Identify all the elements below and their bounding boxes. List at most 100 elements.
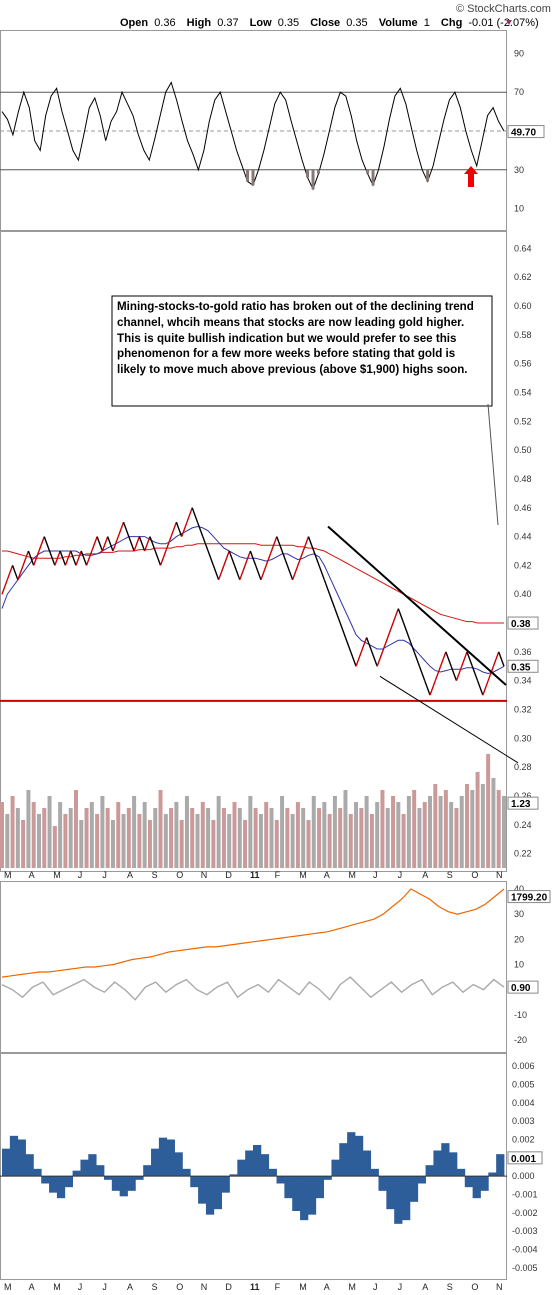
- x-axis-month-label: A: [127, 870, 133, 880]
- header-bar: © StockCharts.com Open 0.36 High 0.37 Lo…: [120, 3, 551, 29]
- volume-bar: [52, 826, 57, 868]
- volume-bar: [317, 808, 322, 868]
- price-segment: [323, 579, 331, 595]
- volume-bar: [369, 814, 374, 868]
- volume-bar: [100, 796, 105, 868]
- price-segment: [492, 651, 500, 667]
- price-segment: [270, 536, 278, 552]
- volume-bar: [412, 790, 417, 868]
- gold-panel: -20-100102030401799.200.90: [1, 884, 551, 1045]
- price-segment: [170, 521, 178, 537]
- macd-histogram-bar: [300, 1176, 309, 1221]
- rsi-ytick: 30: [514, 165, 524, 175]
- volume-bar: [216, 796, 221, 868]
- volume-bar: [95, 814, 100, 868]
- volume-bar: [21, 820, 26, 868]
- price-segment: [144, 536, 151, 552]
- close-label: Close: [310, 17, 340, 29]
- high-label: High: [187, 17, 212, 29]
- price-segment: [22, 550, 30, 566]
- volume-bar: [221, 808, 226, 868]
- price-segment: [38, 536, 45, 552]
- volume-bar: [428, 796, 433, 868]
- volume-bar: [322, 802, 327, 868]
- price-ytick: 0.50: [514, 445, 532, 455]
- x-axis-month-label: N: [496, 1282, 503, 1292]
- price-segment: [223, 550, 230, 566]
- volume-bar: [110, 820, 115, 868]
- chg-value: -0.01 (-2.07%): [468, 17, 538, 29]
- price-segment: [154, 550, 162, 566]
- macd-histogram-bar: [205, 1176, 215, 1215]
- price-segment: [418, 666, 426, 681]
- macd-histogram-bar: [284, 1176, 293, 1199]
- volume-bar: [15, 808, 20, 868]
- price-segment: [217, 565, 225, 581]
- price-segment: [70, 550, 77, 566]
- volume-bar: [380, 790, 385, 868]
- annotation-box: [111, 295, 493, 407]
- x-axis-month-label: F: [275, 870, 281, 880]
- macd-histogram-bar: [417, 1176, 426, 1184]
- price-segment: [439, 651, 447, 667]
- price-segment: [175, 521, 183, 537]
- rsi-ytick: 90: [514, 48, 524, 58]
- x-axis-month-label: M: [4, 870, 12, 880]
- macd-histogram-bar: [245, 1150, 254, 1177]
- macd-histogram-bar: [433, 1150, 442, 1177]
- gold-last-value: 1799.20: [511, 893, 548, 904]
- x-axis-month-label: M: [348, 870, 356, 880]
- gold-last-value-box: [507, 890, 551, 904]
- watermark: © StockCharts.com: [456, 3, 551, 15]
- volume-bar: [480, 784, 485, 868]
- rsi-ytick: 10: [514, 204, 524, 214]
- macd-histogram-bar: [135, 1176, 144, 1180]
- price-segment: [408, 637, 415, 653]
- volume-bar: [285, 808, 290, 868]
- volume-bar: [137, 814, 142, 868]
- macd-histogram-bar: [378, 1176, 387, 1191]
- macd-histogram-bar: [488, 1172, 497, 1177]
- macd-histogram-bar: [96, 1165, 105, 1177]
- volume-bar: [58, 802, 63, 868]
- price-segment: [48, 550, 56, 566]
- x-axis-month-label: A: [29, 870, 35, 880]
- volume-bar: [63, 814, 68, 868]
- volume-bar: [496, 790, 501, 868]
- macd-ytick: -0.003: [512, 1226, 538, 1236]
- price-segment: [297, 550, 304, 566]
- macd-ytick: 0.003: [512, 1116, 535, 1126]
- macd-histogram-bar: [88, 1154, 97, 1177]
- volume-bar: [306, 820, 311, 868]
- price-segment: [191, 507, 199, 523]
- price-segment: [445, 651, 452, 667]
- macd-histogram-bar: [166, 1139, 175, 1177]
- price-segment: [91, 536, 98, 552]
- price-segment: [429, 680, 436, 696]
- volume-bar: [258, 814, 263, 868]
- price-segment: [249, 550, 257, 566]
- volume-bar: [68, 808, 73, 868]
- down-triangle-icon: [506, 20, 512, 25]
- volume-bar: [422, 802, 427, 868]
- price-segment: [165, 536, 172, 552]
- x-axis-labels: M A M J J A S O N D 11 F M A M J J A S O N M A M J J A S O N D 11 F M A M J J…: [4, 870, 503, 1292]
- price-segment: [350, 651, 357, 667]
- price-segment: [159, 550, 167, 566]
- price-ytick: 0.46: [514, 503, 532, 513]
- volume-bar: [443, 790, 448, 868]
- x-axis-month-label: A: [29, 1282, 35, 1292]
- close-value: 0.35: [346, 17, 367, 29]
- price-ytick: 0.58: [514, 330, 532, 340]
- volume-bar: [290, 814, 295, 868]
- x-axis-month-label: J: [373, 870, 378, 880]
- volume-bar: [486, 754, 491, 868]
- macd-histogram-bar: [103, 1176, 113, 1180]
- gold-ytick: 40: [514, 884, 524, 894]
- macd-histogram-bar: [17, 1139, 26, 1177]
- volume-bar: [295, 802, 300, 868]
- price-ytick: 0.30: [514, 733, 532, 743]
- volume-bar: [200, 802, 205, 868]
- volume-bar: [0, 802, 4, 868]
- macd-histogram-bar: [119, 1176, 128, 1197]
